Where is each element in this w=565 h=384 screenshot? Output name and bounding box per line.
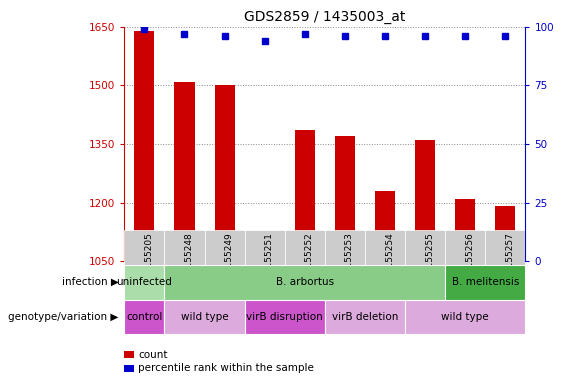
Bar <box>485 230 525 265</box>
Text: GSM155205: GSM155205 <box>145 232 153 287</box>
Text: wild type: wild type <box>441 312 489 322</box>
Text: GSM155248: GSM155248 <box>184 232 193 287</box>
Bar <box>325 300 405 334</box>
Bar <box>375 191 395 261</box>
Text: GSM155253: GSM155253 <box>345 232 354 287</box>
Text: B. arbortus: B. arbortus <box>276 277 334 287</box>
Text: GSM155252: GSM155252 <box>305 232 314 287</box>
Text: wild type: wild type <box>181 312 228 322</box>
Text: uninfected: uninfected <box>116 277 172 287</box>
Bar <box>245 300 325 334</box>
Bar <box>325 230 365 265</box>
Bar <box>134 31 154 261</box>
Bar <box>455 199 475 261</box>
Bar <box>245 230 285 265</box>
Bar <box>175 81 194 261</box>
Bar <box>335 136 355 261</box>
Bar <box>215 86 234 261</box>
Bar <box>365 230 405 265</box>
Text: GSM155256: GSM155256 <box>466 232 474 287</box>
Bar <box>164 300 245 334</box>
Bar <box>405 300 525 334</box>
Bar <box>124 230 164 265</box>
Bar <box>164 230 205 265</box>
Text: GSM155255: GSM155255 <box>425 232 434 287</box>
Bar <box>415 140 435 261</box>
Text: B. melitensis: B. melitensis <box>451 277 519 287</box>
Bar <box>405 230 445 265</box>
Bar <box>445 230 485 265</box>
Bar <box>496 207 515 261</box>
Text: virB disruption: virB disruption <box>246 312 323 322</box>
Bar <box>445 265 525 300</box>
Bar <box>205 230 245 265</box>
Bar <box>124 265 164 300</box>
Bar <box>285 230 325 265</box>
Text: control: control <box>126 312 163 322</box>
Bar <box>295 130 315 261</box>
Text: percentile rank within the sample: percentile rank within the sample <box>138 363 314 373</box>
Title: GDS2859 / 1435003_at: GDS2859 / 1435003_at <box>244 10 406 25</box>
Bar <box>164 265 445 300</box>
Bar <box>124 300 164 334</box>
Text: GSM155249: GSM155249 <box>225 232 233 287</box>
Text: GSM155251: GSM155251 <box>265 232 273 287</box>
Text: GSM155257: GSM155257 <box>506 232 514 287</box>
Text: GSM155254: GSM155254 <box>385 232 394 287</box>
Text: genotype/variation ▶: genotype/variation ▶ <box>8 312 119 322</box>
Text: virB deletion: virB deletion <box>332 312 398 322</box>
Text: count: count <box>138 350 168 360</box>
Bar <box>255 252 275 261</box>
Text: infection ▶: infection ▶ <box>62 277 119 287</box>
